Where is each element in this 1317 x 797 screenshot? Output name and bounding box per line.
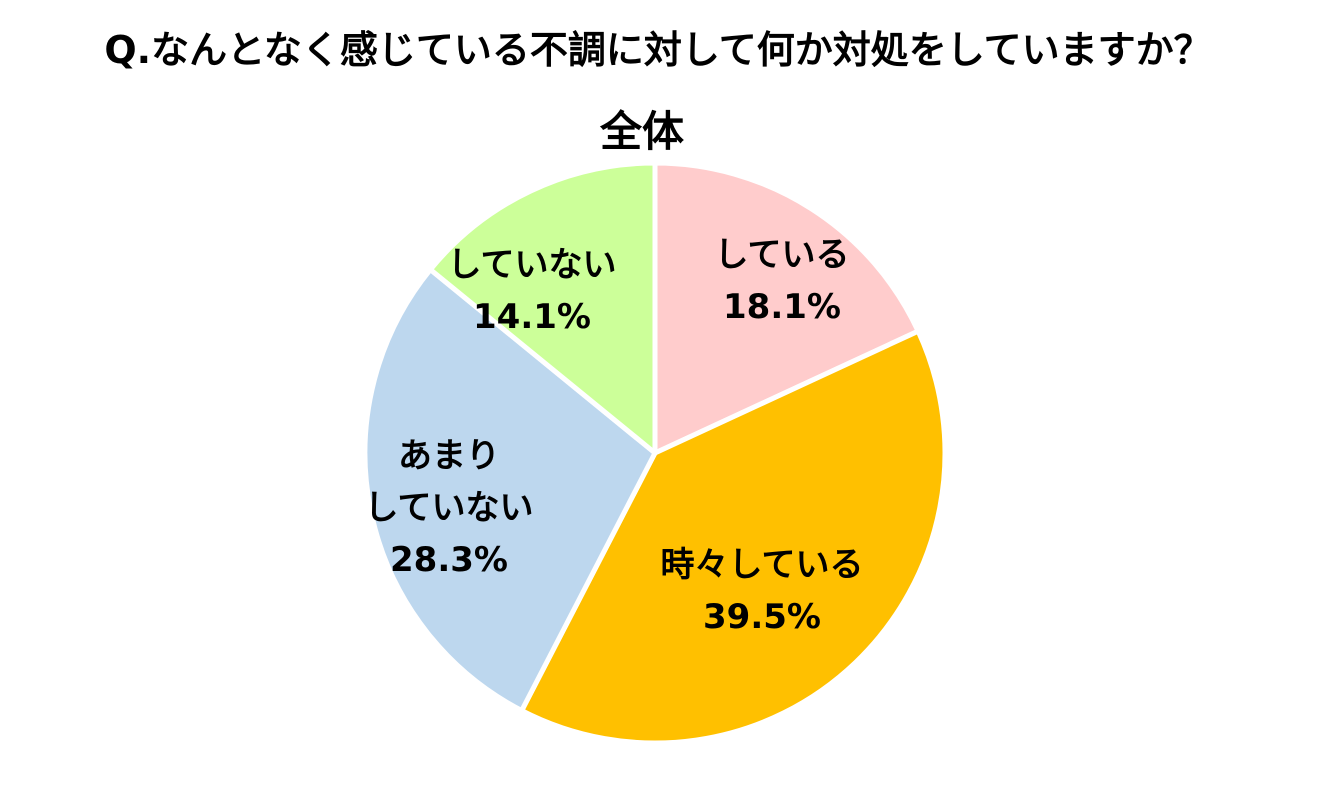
slice-label-1: している 18.1% [715, 235, 850, 327]
slice-label-2: 時々している 39.5% [661, 545, 864, 637]
pie-slice-4 [427, 160, 658, 456]
slice-value-label: 39.5% [703, 597, 821, 637]
slice-value-label: 28.3% [390, 540, 508, 580]
slice-label-3: あまりしていない 28.3% [365, 436, 534, 580]
chart-title: 全体 [599, 107, 684, 156]
slice-category-label: していない [365, 488, 534, 528]
pie-slice-1 [652, 160, 921, 456]
slice-category-label: していない [448, 245, 617, 285]
slice-label-4: していない 14.1% [448, 245, 617, 337]
slice-value-label: 18.1% [723, 287, 841, 327]
pie-labels: している 18.1%時々している 39.5%あまりしていない 28.3%していない 14… [365, 235, 864, 637]
question-title: Q.なんとなく感じている不調に対して何か対処をしていますか？ [104, 28, 1211, 72]
pie-slices [362, 160, 948, 746]
slice-category-label: あまり [398, 436, 500, 476]
slice-category-label: している [715, 235, 850, 275]
slice-value-label: 14.1% [473, 297, 591, 337]
pie-slice-3 [362, 267, 658, 714]
pie-slice-2 [519, 328, 948, 746]
slice-category-label: 時々している [661, 545, 864, 585]
